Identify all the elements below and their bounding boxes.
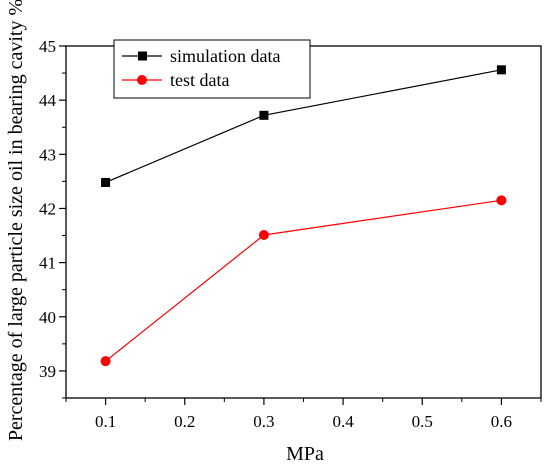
x-tick-label: 0.1 — [95, 412, 116, 431]
legend-marker-circle — [137, 75, 147, 85]
legend-label-1: simulation data — [170, 46, 280, 66]
data-point-square — [259, 110, 269, 120]
y-tick-label: 42 — [39, 199, 56, 218]
data-point-square — [496, 65, 506, 75]
x-tick-label: 0.3 — [253, 412, 274, 431]
axes: 0.1 0.2 0.3 0.4 0.5 0.6 39 40 41 42 43 44 45 — [39, 37, 542, 431]
series-line-2 — [105, 199, 502, 362]
x-tick-label: 0.4 — [332, 412, 354, 431]
y-tick-label: 41 — [39, 254, 56, 273]
x-axis-label: MPa — [286, 443, 324, 465]
legend-box — [113, 39, 311, 99]
data-point-circle — [258, 229, 269, 240]
y-axis-label: Percentage of large particle size oil in… — [5, 0, 27, 441]
y-tick-label: 45 — [39, 37, 56, 56]
plot-area — [100, 65, 507, 367]
legend-marker-square — [138, 51, 147, 61]
data-point-circle — [496, 195, 507, 206]
x-tick-label: 0.6 — [491, 412, 512, 431]
legend-label-2: test data — [170, 70, 229, 90]
x-tick-label: 0.2 — [174, 412, 195, 431]
y-tick-label: 43 — [39, 145, 56, 164]
legend: simulation data test data — [113, 39, 311, 99]
data-point-square — [101, 177, 111, 187]
plot-frame — [65, 45, 542, 399]
data-point-circle — [100, 356, 111, 367]
x-tick-label: 0.5 — [412, 412, 433, 431]
y-tick-label: 44 — [39, 91, 57, 110]
y-tick-label: 40 — [39, 308, 56, 327]
y-tick-label: 39 — [39, 362, 56, 381]
